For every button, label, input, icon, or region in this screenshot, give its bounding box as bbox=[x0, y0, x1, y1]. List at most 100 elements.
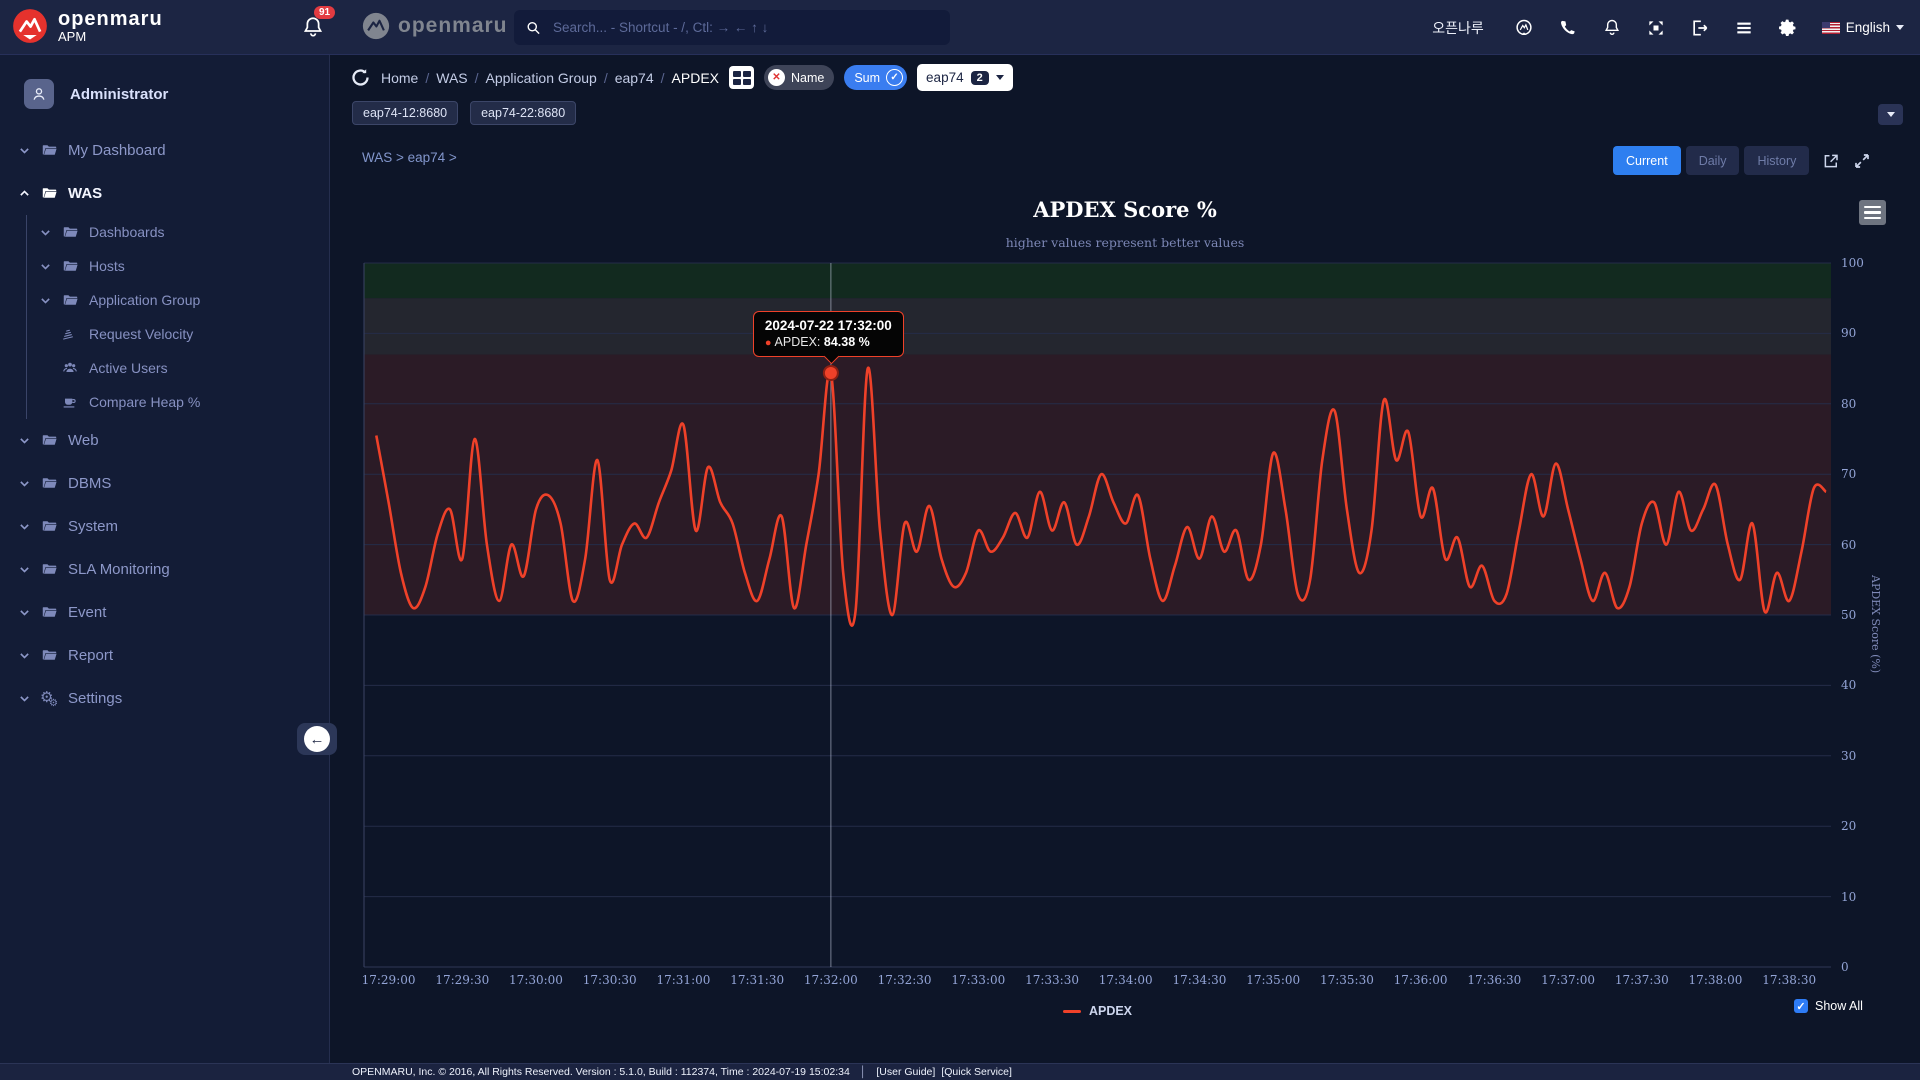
chart-subtitle: higher values represent better values bbox=[1005, 235, 1245, 250]
checkbox-checked-icon[interactable]: ✓ bbox=[1794, 999, 1808, 1013]
filter-name-chip[interactable]: ✕ Name bbox=[764, 65, 835, 90]
sidebar-item-compare-heap-[interactable]: Compare Heap % bbox=[39, 385, 329, 419]
gear-icon[interactable] bbox=[1778, 18, 1798, 38]
series-bullet-icon: ● bbox=[764, 336, 772, 349]
alerts-bell-icon[interactable] bbox=[1602, 18, 1622, 38]
global-search[interactable] bbox=[514, 10, 950, 45]
sidebar-item-event[interactable]: Event bbox=[0, 591, 329, 634]
range-button-daily[interactable]: Daily bbox=[1685, 146, 1740, 175]
notification-count-badge: 91 bbox=[314, 6, 336, 19]
show-all-checkbox[interactable]: ✓ Show All bbox=[1794, 999, 1863, 1013]
user-guide-link[interactable]: [User Guide] bbox=[876, 1066, 936, 1078]
open-external-icon[interactable] bbox=[1822, 152, 1840, 170]
folder-icon bbox=[40, 142, 59, 159]
language-label: English bbox=[1845, 20, 1890, 35]
brand-title: openmaru bbox=[58, 7, 163, 30]
x-axis-tick: 17:38:30 bbox=[1762, 973, 1817, 987]
chart-tooltip: 2024-07-22 17:32:00 ● APDEX: 84.38 % bbox=[752, 310, 904, 365]
range-button-history[interactable]: History bbox=[1744, 146, 1810, 175]
brand-subtitle: APM bbox=[58, 28, 87, 44]
folder-icon bbox=[40, 432, 59, 449]
x-axis-tick: 17:35:30 bbox=[1319, 973, 1374, 987]
folder-icon bbox=[40, 561, 59, 578]
footer-separator: │ bbox=[859, 1066, 867, 1078]
avatar[interactable] bbox=[24, 79, 54, 109]
notification-bell-icon[interactable] bbox=[300, 14, 326, 42]
us-flag-icon bbox=[1821, 21, 1840, 34]
panel-collapse-button[interactable] bbox=[1878, 104, 1903, 125]
folder-open-icon bbox=[40, 185, 59, 202]
folder-icon bbox=[61, 292, 80, 309]
breadcrumb-separator: / bbox=[603, 69, 608, 86]
sidebar-collapse-button[interactable]: ← bbox=[297, 723, 337, 755]
expand-icon[interactable] bbox=[1853, 152, 1871, 170]
sidebar-item-label: SLA Monitoring bbox=[68, 561, 170, 578]
sidebar-item-request-velocity[interactable]: Request Velocity bbox=[39, 317, 329, 351]
legend-label: APDEX bbox=[1088, 1004, 1133, 1018]
folder-icon bbox=[40, 647, 59, 664]
sidebar-item-settings[interactable]: ⚙ ⚙ Settings bbox=[0, 677, 329, 720]
y-axis-tick: 10 bbox=[1841, 889, 1857, 904]
remove-filter-icon[interactable]: ✕ bbox=[768, 69, 785, 86]
instance-chip[interactable]: eap74-22:8680 bbox=[470, 101, 577, 125]
sidebar-item-was[interactable]: WAS bbox=[0, 172, 329, 215]
openmaru-apm-logo[interactable]: openmaru APM bbox=[12, 8, 163, 44]
sidebar-item-system[interactable]: System bbox=[0, 505, 329, 548]
sidebar-item-dbms[interactable]: DBMS bbox=[0, 462, 329, 505]
breadcrumb-item-eap74[interactable]: eap74 bbox=[614, 69, 654, 86]
refresh-icon[interactable] bbox=[350, 67, 371, 88]
y-axis-tick: 80 bbox=[1841, 396, 1857, 411]
sidebar-nav: My Dashboard WAS Dashboards Hosts Applicatio… bbox=[0, 129, 329, 720]
openmaru-gray-logo-icon bbox=[362, 12, 390, 40]
grid-view-icon[interactable] bbox=[729, 66, 754, 89]
sidebar-item-hosts[interactable]: Hosts bbox=[39, 249, 329, 283]
instance-chip[interactable]: eap74-12:8680 bbox=[352, 101, 459, 125]
group-select[interactable]: eap74 2 bbox=[917, 64, 1013, 91]
menu-icon[interactable] bbox=[1734, 18, 1754, 38]
range-button-current[interactable]: Current bbox=[1613, 146, 1681, 175]
sidebar-item-active-users[interactable]: Active Users bbox=[39, 351, 329, 385]
breadcrumb: Home / WAS / Application Group / eap74 / APDEX bbox=[381, 70, 719, 86]
range-button-group: Current Daily History bbox=[1613, 146, 1871, 175]
sidebar-item-sla-monitoring[interactable]: SLA Monitoring bbox=[0, 548, 329, 591]
breadcrumb-item-apdex[interactable]: APDEX bbox=[671, 69, 719, 86]
filter-sum-chip[interactable]: Sum ✓ bbox=[844, 65, 908, 90]
sidebar-item-report[interactable]: Report bbox=[0, 634, 329, 677]
breadcrumb-item-home[interactable]: Home bbox=[381, 69, 419, 86]
heap-icon bbox=[61, 394, 80, 411]
instance-chips-row: eap74-12:8680 eap74-22:8680 bbox=[352, 101, 577, 125]
search-input[interactable] bbox=[551, 19, 938, 36]
phone-icon[interactable] bbox=[1558, 18, 1578, 38]
folder-icon bbox=[40, 604, 59, 621]
footer: OPENMARU, Inc. © 2016, All Rights Reserv… bbox=[0, 1063, 1920, 1080]
folder-icon bbox=[61, 224, 80, 241]
y-axis-tick: 0 bbox=[1841, 960, 1849, 974]
y-axis-title: APDEX Score (%) bbox=[1869, 575, 1882, 674]
fullscreen-arrows-icon[interactable] bbox=[1646, 18, 1666, 38]
chart-legend[interactable]: APDEX bbox=[364, 1004, 1831, 1018]
quick-service-link[interactable]: [Quick Service] bbox=[941, 1066, 1012, 1078]
group-select-label: eap74 bbox=[926, 70, 964, 85]
group-count-badge: 2 bbox=[970, 70, 989, 85]
apm-monitor-icon[interactable] bbox=[1514, 18, 1534, 38]
sidebar-item-web[interactable]: Web bbox=[0, 419, 329, 462]
x-axis-tick: 17:31:30 bbox=[730, 973, 785, 987]
language-selector[interactable]: English bbox=[1821, 20, 1904, 35]
x-axis-tick: 17:34:30 bbox=[1172, 973, 1227, 987]
chart-path-label[interactable]: WAS > eap74 > bbox=[362, 150, 457, 165]
logout-icon[interactable] bbox=[1690, 18, 1710, 38]
sidebar-item-dashboards[interactable]: Dashboards bbox=[39, 215, 329, 249]
show-all-label: Show All bbox=[1815, 999, 1863, 1013]
sidebar-item-my-dashboard[interactable]: My Dashboard bbox=[0, 129, 329, 172]
sidebar-item-label: My Dashboard bbox=[68, 142, 166, 159]
y-axis-tick: 50 bbox=[1841, 608, 1857, 622]
chart-context-menu-button[interactable] bbox=[1859, 200, 1886, 225]
y-axis-tick: 100 bbox=[1841, 256, 1864, 270]
sidebar-item-application-group[interactable]: Application Group bbox=[39, 283, 329, 317]
sidebar-item-label: Web bbox=[68, 432, 99, 449]
y-axis-tick: 30 bbox=[1841, 748, 1857, 763]
breadcrumb-separator: / bbox=[474, 69, 479, 86]
breadcrumb-item-application-group[interactable]: Application Group bbox=[485, 69, 597, 86]
breadcrumb-item-was[interactable]: WAS bbox=[436, 69, 468, 86]
